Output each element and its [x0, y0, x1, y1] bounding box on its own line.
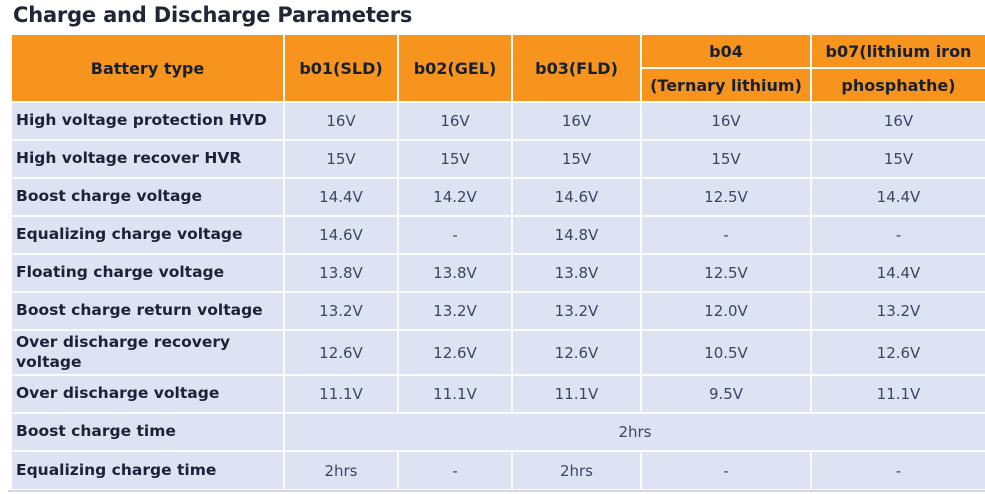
cell-value: 12.5V	[640, 177, 812, 217]
cell-value: 13.8V	[283, 253, 399, 293]
col-header-b04-line1: b04	[640, 33, 812, 69]
table-row: Floating charge voltage 13.8V 13.8V 13.8…	[10, 253, 985, 293]
table-row: High voltage protection HVD 16V 16V 16V …	[10, 101, 985, 141]
cell-value: 15V	[283, 139, 399, 179]
cell-value: -	[640, 450, 812, 491]
cell-value: 12.0V	[640, 291, 812, 331]
cell-value: 13.2V	[511, 291, 642, 331]
table-row: Equalizing charge time 2hrs - 2hrs - -	[10, 450, 985, 491]
row-label: Boost charge time	[10, 412, 285, 452]
row-label: Over discharge voltage	[10, 374, 285, 414]
row-label: High voltage recover HVR	[10, 139, 285, 179]
col-header-b03: b03(FLD)	[511, 33, 642, 103]
cell-value: 12.6V	[397, 329, 513, 376]
cell-value: 15V	[511, 139, 642, 179]
cell-value: 14.6V	[511, 177, 642, 217]
cell-value: 16V	[511, 101, 642, 141]
table-row: Boost charge voltage 14.4V 14.2V 14.6V 1…	[10, 177, 985, 217]
cell-value-merged: 2hrs	[283, 412, 985, 452]
cell-value: -	[640, 215, 812, 255]
cell-value: 12.5V	[640, 253, 812, 293]
cell-value: 15V	[810, 139, 985, 179]
table-row: Boost charge time 2hrs	[10, 412, 985, 452]
col-header-b01: b01(SLD)	[283, 33, 399, 103]
col-header-b02: b02(GEL)	[397, 33, 513, 103]
row-label: Boost charge voltage	[10, 177, 285, 217]
row-label: Boost charge return voltage	[10, 291, 285, 331]
cell-value: 11.1V	[397, 374, 513, 414]
cell-value: 13.2V	[397, 291, 513, 331]
cell-value: -	[397, 215, 513, 255]
col-header-b04-line2: (Ternary lithium)	[640, 67, 812, 103]
cell-value: 16V	[640, 101, 812, 141]
cell-value: 15V	[640, 139, 812, 179]
cell-value: 11.1V	[810, 374, 985, 414]
cell-value: -	[397, 450, 513, 491]
cell-value: 12.6V	[511, 329, 642, 376]
cell-value: 9.5V	[640, 374, 812, 414]
row-label: High voltage protection HVD	[10, 101, 285, 141]
table-bottom-rule	[8, 490, 985, 492]
col-header-battery-type: Battery type	[10, 33, 285, 103]
table-row: Over discharge recovery voltage 12.6V 12…	[10, 329, 985, 376]
table-body: High voltage protection HVD 16V 16V 16V …	[10, 101, 985, 491]
table-header: Battery type b01(SLD) b02(GEL) b03(FLD) …	[10, 33, 985, 103]
row-label: Equalizing charge voltage	[10, 215, 285, 255]
cell-value: 10.5V	[640, 329, 812, 376]
page-title: Charge and Discharge Parameters	[13, 3, 413, 27]
cell-value: 16V	[810, 101, 985, 141]
table-row: High voltage recover HVR 15V 15V 15V 15V…	[10, 139, 985, 179]
cell-value: 2hrs	[283, 450, 399, 491]
table-row: Over discharge voltage 11.1V 11.1V 11.1V…	[10, 374, 985, 414]
row-label: Over discharge recovery voltage	[10, 329, 285, 376]
charge-discharge-parameters-table: Battery type b01(SLD) b02(GEL) b03(FLD) …	[10, 33, 985, 491]
table-row: Equalizing charge voltage 14.6V - 14.8V …	[10, 215, 985, 255]
table-row: Boost charge return voltage 13.2V 13.2V …	[10, 291, 985, 331]
cell-value: 14.2V	[397, 177, 513, 217]
col-header-b07-line1: b07(lithium iron	[810, 33, 985, 69]
row-label: Floating charge voltage	[10, 253, 285, 293]
cell-value: 14.4V	[810, 177, 985, 217]
cell-value: 14.4V	[283, 177, 399, 217]
cell-value: -	[810, 450, 985, 491]
cell-value: 15V	[397, 139, 513, 179]
cell-value: 16V	[283, 101, 399, 141]
cell-value: 13.2V	[283, 291, 399, 331]
cell-value: 14.4V	[810, 253, 985, 293]
cell-value: 14.6V	[283, 215, 399, 255]
cell-value: -	[810, 215, 985, 255]
row-label: Equalizing charge time	[10, 450, 285, 491]
cell-value: 13.2V	[810, 291, 985, 331]
cell-value: 16V	[397, 101, 513, 141]
cell-value: 11.1V	[283, 374, 399, 414]
col-header-b07-line2: phosphathe)	[810, 67, 985, 103]
cell-value: 12.6V	[810, 329, 985, 376]
cell-value: 11.1V	[511, 374, 642, 414]
cell-value: 14.8V	[511, 215, 642, 255]
cell-value: 2hrs	[511, 450, 642, 491]
cell-value: 13.8V	[511, 253, 642, 293]
cell-value: 13.8V	[397, 253, 513, 293]
cell-value: 12.6V	[283, 329, 399, 376]
